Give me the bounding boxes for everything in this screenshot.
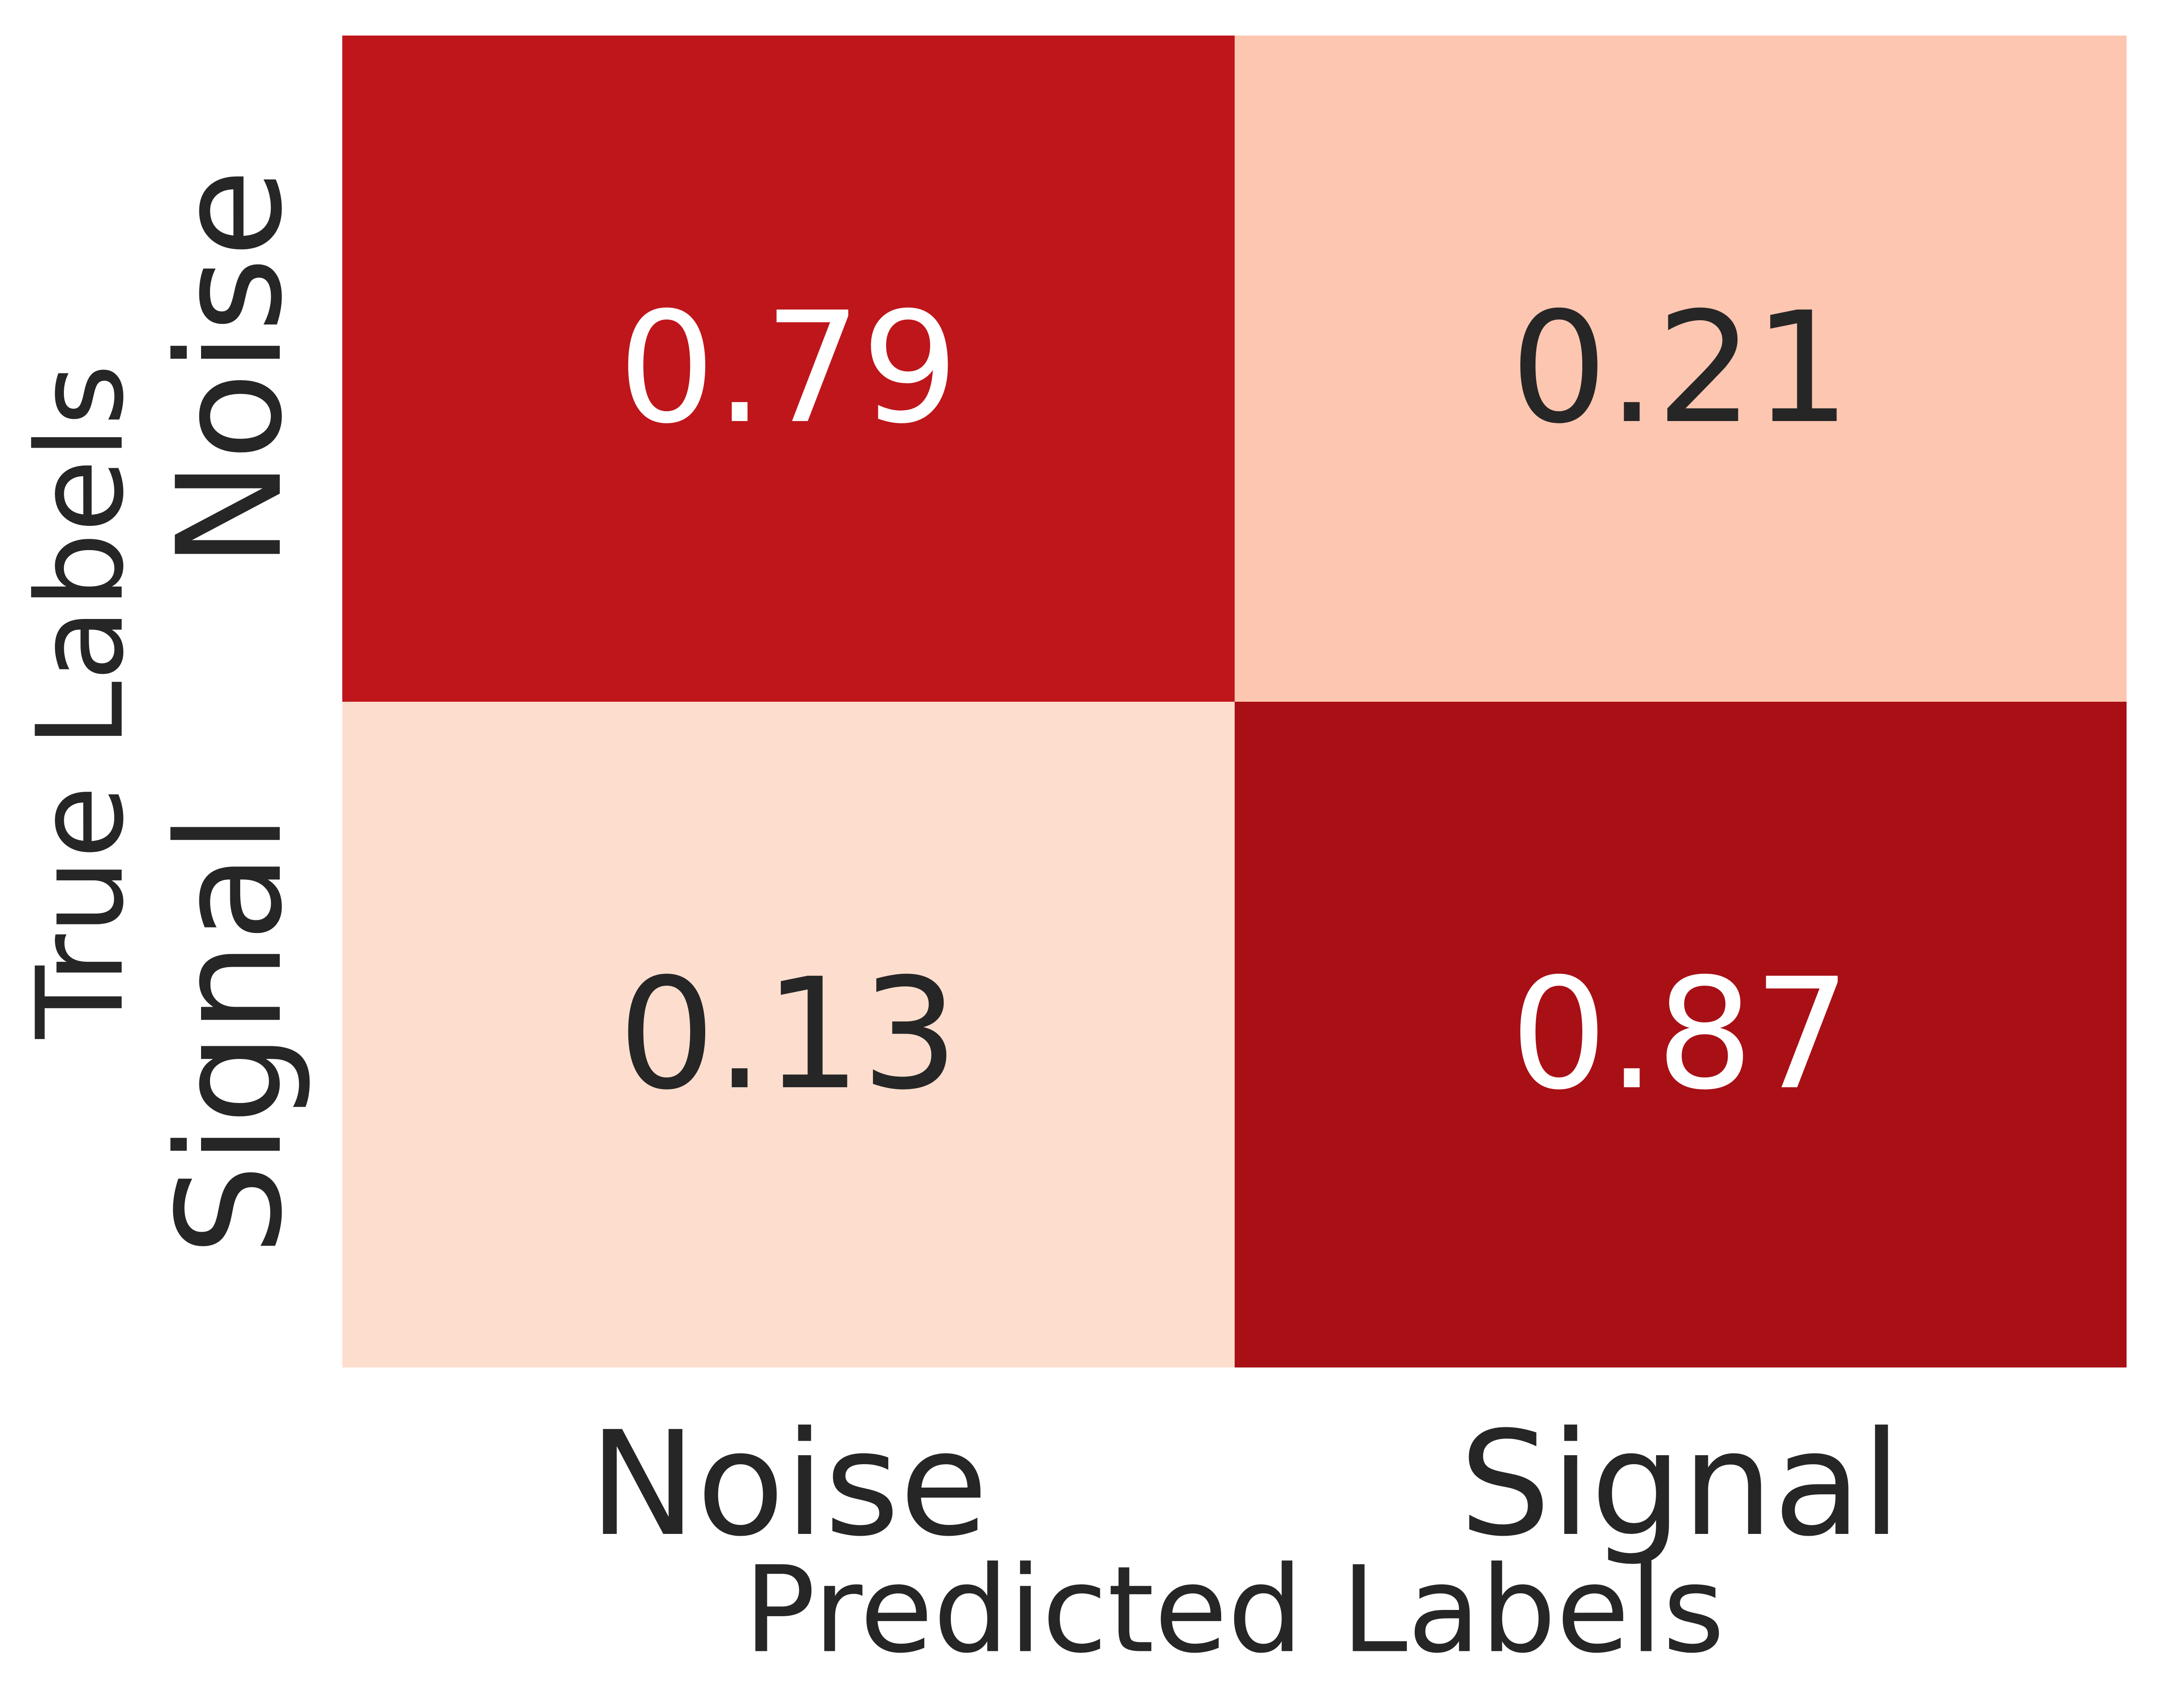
y-axis-label: True Labels [11, 363, 150, 1039]
heatmap-cell-true-noise-pred-noise: 0.79 [342, 36, 1235, 702]
y-tick-noise: Noise [147, 169, 314, 568]
x-axis-label: Predicted Labels [743, 1541, 1725, 1680]
cell-value: 0.21 [1510, 279, 1851, 458]
cell-value: 0.79 [618, 279, 959, 458]
heatmap-grid: 0.79 0.21 0.13 0.87 [342, 36, 2127, 1367]
heatmap-cell-true-signal-pred-noise: 0.13 [342, 701, 1235, 1367]
heatmap-cell-true-signal-pred-signal: 0.87 [1234, 701, 2127, 1367]
heatmap-cell-true-noise-pred-signal: 0.21 [1234, 36, 2127, 702]
cell-value: 0.13 [618, 945, 959, 1124]
cell-value: 0.87 [1510, 945, 1851, 1124]
x-tick-noise: Noise [589, 1401, 988, 1568]
y-tick-signal: Signal [147, 813, 314, 1256]
x-tick-signal: Signal [1459, 1401, 1902, 1568]
